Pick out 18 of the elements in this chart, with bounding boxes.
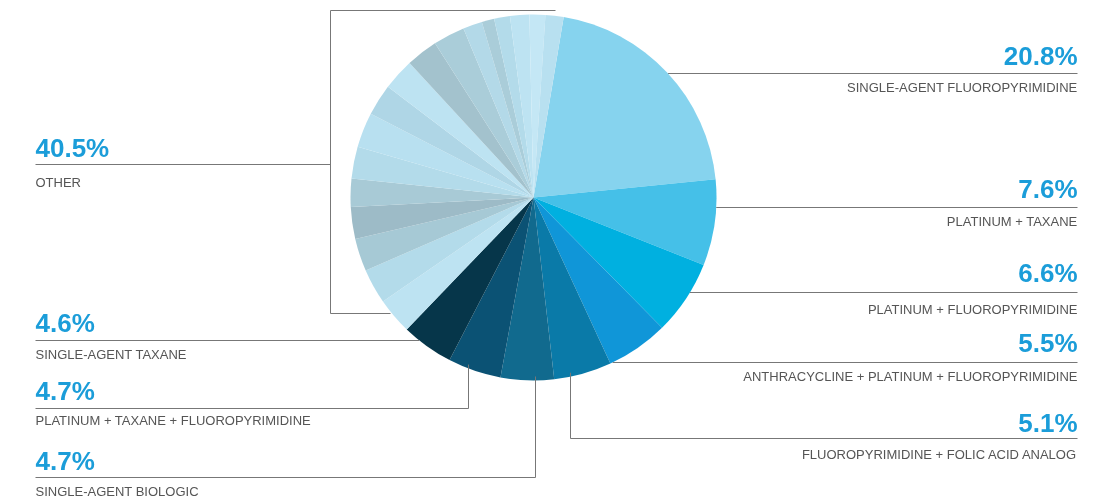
data-label: 5.5% [1018,327,1078,358]
data-label: 4.6% [35,307,95,338]
data-label: 5.1% [1018,407,1078,438]
data-label: 20.8% [1003,40,1078,71]
slice-label: PLATINUM + TAXANE [946,214,1078,229]
text: 40.5% [35,132,110,163]
slice-label: SINGLE-AGENT BIOLOGIC [35,484,199,499]
data-label: 4.7% [35,445,95,476]
text: OTHER [35,175,81,190]
slice-label: SINGLE-AGENT TAXANE [35,347,187,362]
slice-label: FLUOROPYRIMIDINE + FOLIC ACID ANALOG [801,447,1077,462]
data-label: 4.7% [35,375,95,406]
slice-label: ANTHRACYCLINE + PLATINUM + FLUOROPYRIMIDINE [743,369,1078,384]
slice-label: SINGLE-AGENT FLUOROPYRIMIDINE [847,80,1078,95]
slice-label: PLATINUM + TAXANE + FLUOROPYRIMIDINE [35,413,312,428]
slice-label: PLATINUM + FLUOROPYRIMIDINE [867,302,1078,317]
data-label: 7.6% [1018,173,1078,204]
data-label: 6.6% [1018,257,1078,288]
